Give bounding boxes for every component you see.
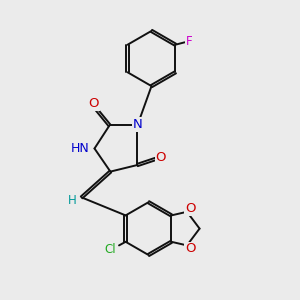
Text: HN: HN (70, 142, 89, 155)
Text: O: O (185, 202, 196, 215)
Text: O: O (185, 242, 196, 256)
Text: H: H (68, 194, 76, 207)
Text: Cl: Cl (105, 243, 116, 256)
Text: O: O (88, 97, 99, 110)
Text: O: O (155, 151, 166, 164)
Text: F: F (186, 35, 193, 48)
Text: N: N (133, 118, 143, 131)
